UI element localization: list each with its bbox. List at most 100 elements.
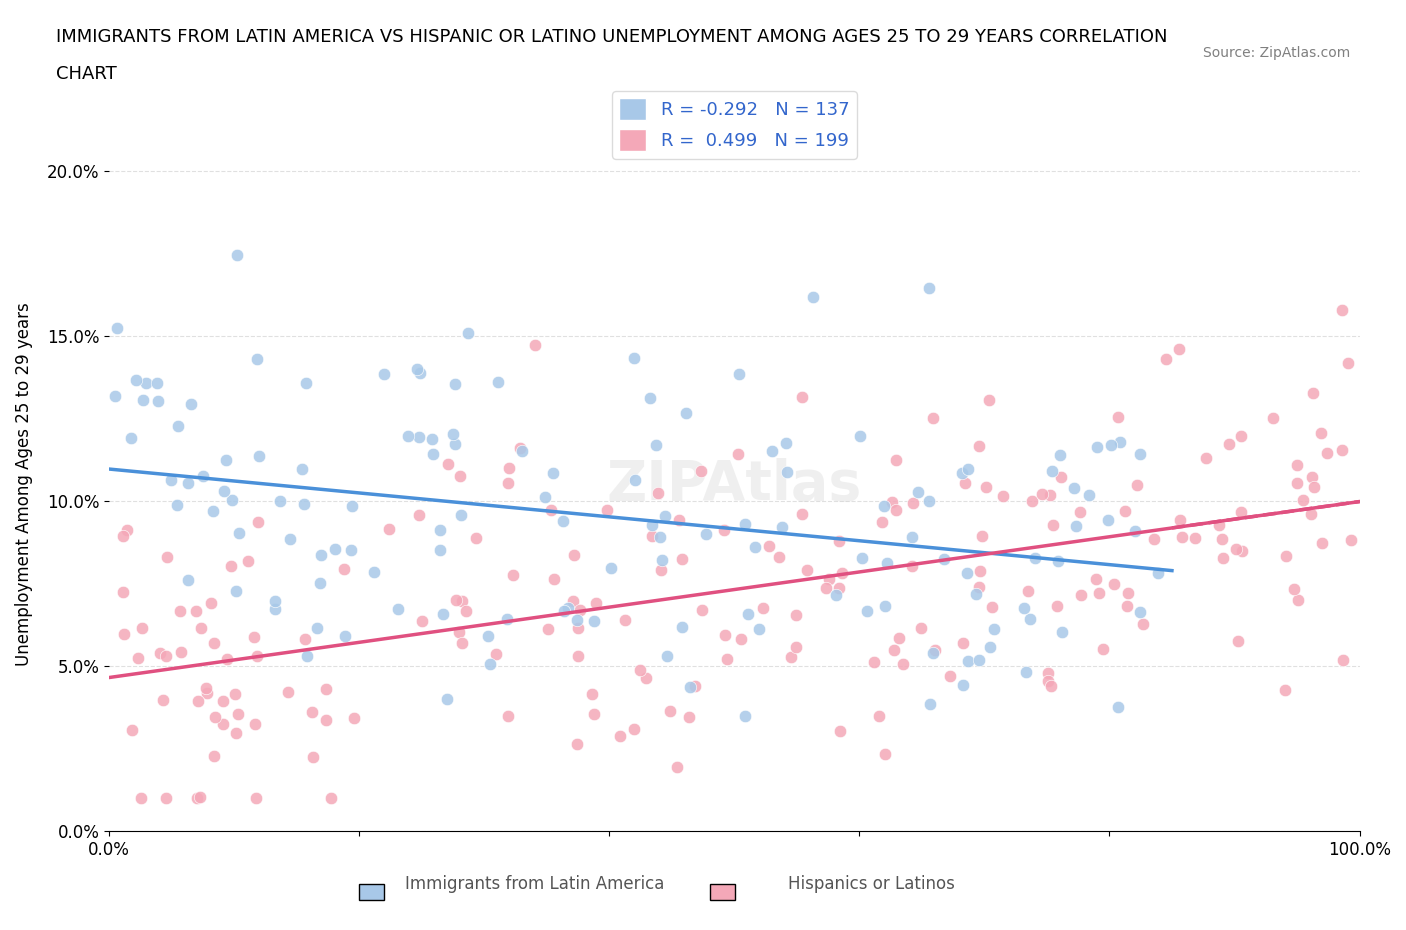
Point — [1036, 666, 1059, 681]
Point — [315, 681, 337, 696]
Point — [1031, 487, 1053, 502]
Point — [1286, 458, 1309, 472]
Point — [950, 466, 973, 481]
Point — [449, 625, 471, 640]
Point — [541, 465, 564, 480]
Point — [246, 648, 269, 663]
Point — [429, 542, 451, 557]
Text: CHART: CHART — [56, 65, 117, 83]
Point — [228, 526, 250, 541]
Point — [939, 669, 962, 684]
Point — [1225, 541, 1247, 556]
Point — [734, 516, 756, 531]
Point — [614, 612, 637, 627]
Point — [243, 629, 266, 644]
Point — [115, 523, 138, 538]
Point — [333, 561, 356, 576]
Point — [444, 377, 467, 392]
Point — [1299, 507, 1322, 522]
Point — [825, 588, 848, 603]
Point — [152, 693, 174, 708]
Point — [488, 375, 510, 390]
Text: IMMIGRANTS FROM LATIN AMERICA VS HISPANIC OR LATINO UNEMPLOYMENT AMONG AGES 25 T: IMMIGRANTS FROM LATIN AMERICA VS HISPANI… — [56, 28, 1168, 46]
Point — [221, 559, 243, 574]
Point — [264, 593, 287, 608]
Point — [901, 558, 924, 573]
Point — [1184, 530, 1206, 545]
Point — [868, 709, 890, 724]
Point — [245, 717, 267, 732]
Point — [1077, 487, 1099, 502]
Point — [127, 651, 149, 666]
Point — [870, 514, 893, 529]
Point — [600, 561, 623, 576]
Point — [1018, 611, 1040, 626]
Point — [922, 645, 945, 660]
Point — [335, 629, 357, 644]
Point — [1167, 342, 1189, 357]
Point — [1143, 532, 1166, 547]
Point — [744, 539, 766, 554]
Point — [226, 706, 249, 721]
Point — [917, 494, 939, 509]
Point — [496, 612, 519, 627]
Point — [1336, 355, 1358, 370]
Point — [1069, 505, 1091, 520]
Point — [654, 509, 676, 524]
Point — [727, 447, 749, 462]
Point — [363, 565, 385, 579]
Point — [1049, 447, 1071, 462]
Point — [297, 648, 319, 663]
Text: Immigrants from Latin America: Immigrants from Latin America — [405, 875, 664, 893]
Point — [1331, 302, 1354, 317]
Point — [671, 551, 693, 566]
Point — [408, 430, 430, 445]
Point — [111, 529, 134, 544]
Point — [104, 389, 127, 404]
Point — [436, 457, 458, 472]
Point — [429, 522, 451, 537]
Point — [623, 722, 645, 737]
Point — [1085, 571, 1108, 586]
Point — [408, 365, 430, 380]
Point — [716, 652, 738, 667]
Point — [907, 485, 929, 499]
Point — [1286, 475, 1309, 490]
Point — [690, 603, 713, 618]
Point — [969, 438, 991, 453]
Point — [457, 326, 479, 340]
Point — [849, 429, 872, 444]
Point — [1036, 674, 1059, 689]
Point — [924, 643, 946, 658]
Point — [444, 592, 467, 607]
Point — [408, 508, 430, 523]
Point — [918, 697, 941, 711]
Point — [1070, 588, 1092, 603]
Point — [828, 534, 851, 549]
Point — [1050, 470, 1073, 485]
Point — [624, 472, 647, 487]
Point — [638, 391, 661, 405]
Point — [125, 373, 148, 388]
Point — [264, 602, 287, 617]
Point — [970, 529, 993, 544]
Point — [1046, 553, 1069, 568]
Point — [1129, 604, 1152, 619]
Point — [121, 723, 143, 737]
Point — [502, 567, 524, 582]
Point — [184, 604, 207, 618]
Point — [1330, 443, 1353, 458]
Point — [112, 627, 135, 642]
Point — [675, 405, 697, 420]
Point — [641, 517, 664, 532]
Point — [201, 503, 224, 518]
Point — [224, 687, 246, 702]
Point — [1021, 494, 1043, 509]
Point — [651, 552, 673, 567]
Point — [188, 790, 211, 804]
Point — [323, 542, 346, 557]
Point — [790, 390, 813, 405]
Point — [668, 512, 690, 527]
Point — [1218, 436, 1240, 451]
Point — [851, 551, 873, 565]
